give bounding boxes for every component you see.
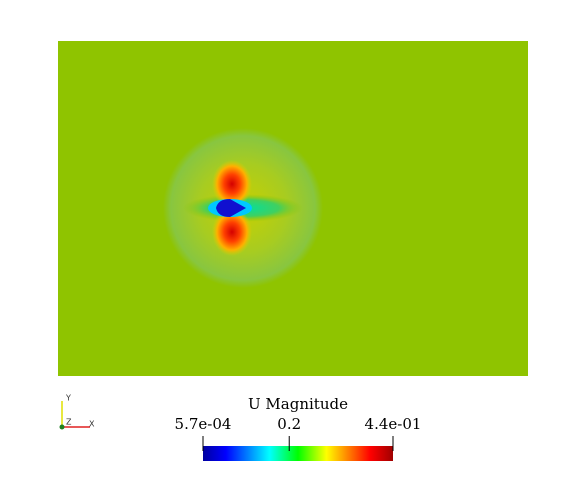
lobe-top	[212, 160, 252, 208]
z-label: Z	[66, 418, 72, 427]
field	[58, 41, 528, 376]
tick-label: 4.4e-01	[365, 415, 422, 433]
color-ramp	[203, 446, 393, 461]
z-axis	[59, 424, 65, 430]
axes-triad: Y Z X	[59, 394, 95, 430]
x-label: X	[89, 420, 95, 429]
tick-label: 5.7e-04	[175, 415, 232, 433]
y-label: Y	[65, 394, 71, 403]
legend-title: U Magnitude	[248, 395, 348, 413]
lobe-bottom	[212, 208, 252, 256]
tick-label: 0.2	[277, 415, 301, 433]
color-legend: U Magnitude 5.7e-04 0.2 4.4e-01	[175, 395, 422, 461]
body	[216, 199, 246, 217]
